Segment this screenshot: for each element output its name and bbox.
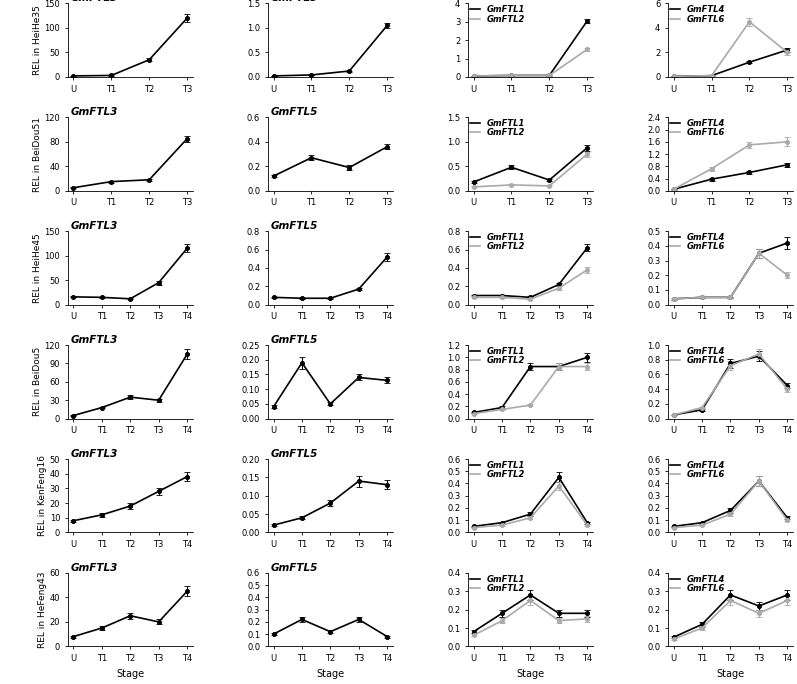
- Text: GmFTL3: GmFTL3: [70, 0, 118, 3]
- Legend: GmFTL1, GmFTL2: GmFTL1, GmFTL2: [469, 347, 524, 365]
- Text: GmFTL5: GmFTL5: [270, 449, 318, 459]
- Legend: GmFTL4, GmFTL6: GmFTL4, GmFTL6: [669, 119, 724, 137]
- Y-axis label: REL in HeFeng43: REL in HeFeng43: [37, 571, 47, 648]
- Text: GmFTL3: GmFTL3: [70, 335, 118, 345]
- Legend: GmFTL4, GmFTL6: GmFTL4, GmFTL6: [669, 347, 724, 365]
- Legend: GmFTL1, GmFTL2: GmFTL1, GmFTL2: [469, 233, 524, 251]
- Legend: GmFTL1, GmFTL2: GmFTL1, GmFTL2: [469, 5, 524, 23]
- Text: GmFTL5: GmFTL5: [270, 0, 318, 3]
- X-axis label: Stage: Stage: [516, 668, 544, 679]
- Text: GmFTL5: GmFTL5: [270, 335, 318, 345]
- X-axis label: Stage: Stage: [316, 668, 344, 679]
- Y-axis label: REL in HeiHe45: REL in HeiHe45: [33, 233, 41, 303]
- Text: GmFTL3: GmFTL3: [70, 107, 118, 118]
- Legend: GmFTL1, GmFTL2: GmFTL1, GmFTL2: [469, 575, 524, 593]
- Y-axis label: REL in HeiHe35: REL in HeiHe35: [33, 5, 41, 75]
- Text: GmFTL3: GmFTL3: [70, 563, 118, 573]
- Legend: GmFTL4, GmFTL6: GmFTL4, GmFTL6: [669, 460, 724, 479]
- Y-axis label: REL in BeiDou5: REL in BeiDou5: [33, 347, 41, 417]
- Text: GmFTL3: GmFTL3: [70, 221, 118, 231]
- Legend: GmFTL4, GmFTL6: GmFTL4, GmFTL6: [669, 5, 724, 23]
- Legend: GmFTL1, GmFTL2: GmFTL1, GmFTL2: [469, 460, 524, 479]
- Legend: GmFTL4, GmFTL6: GmFTL4, GmFTL6: [669, 233, 724, 251]
- Y-axis label: REL in KenFeng16: REL in KenFeng16: [37, 456, 47, 536]
- Legend: GmFTL1, GmFTL2: GmFTL1, GmFTL2: [469, 119, 524, 137]
- Text: GmFTL5: GmFTL5: [270, 107, 318, 118]
- Y-axis label: REL in BeiDou51: REL in BeiDou51: [33, 116, 41, 192]
- X-axis label: Stage: Stage: [717, 668, 744, 679]
- Legend: GmFTL4, GmFTL6: GmFTL4, GmFTL6: [669, 575, 724, 593]
- Text: GmFTL3: GmFTL3: [70, 449, 118, 459]
- Text: GmFTL5: GmFTL5: [270, 221, 318, 231]
- Text: GmFTL5: GmFTL5: [270, 563, 318, 573]
- X-axis label: Stage: Stage: [116, 668, 144, 679]
